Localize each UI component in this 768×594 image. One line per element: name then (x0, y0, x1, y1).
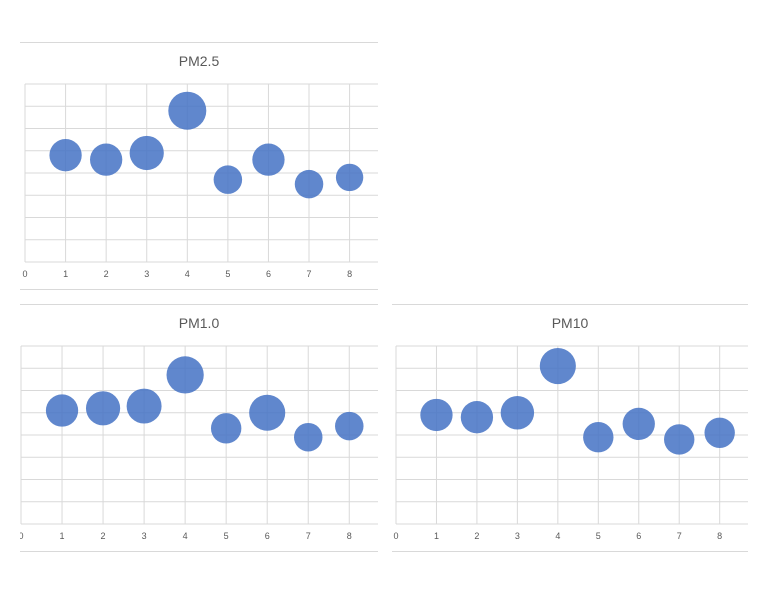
x-tick-label: 8 (347, 531, 352, 541)
x-tick-label: 3 (515, 531, 520, 541)
x-tick-label: 2 (104, 269, 109, 279)
x-tick-label: 3 (142, 531, 147, 541)
x-tick-label: 4 (185, 269, 190, 279)
x-tick-label: 5 (596, 531, 601, 541)
chart-panel-pm10: PM10 0 1 2 3 4 5 6 7 8 (392, 304, 748, 552)
x-tick-label: 7 (677, 531, 682, 541)
x-tick-label: 7 (306, 531, 311, 541)
data-bubble (500, 396, 535, 430)
data-bubble (249, 394, 286, 431)
x-tick-label: 6 (636, 531, 641, 541)
x-tick-label: 0 (393, 531, 398, 541)
x-tick-label: 1 (434, 531, 439, 541)
x-tick-label: 8 (717, 531, 722, 541)
panel-bottom-border (20, 551, 378, 552)
data-bubble (335, 163, 364, 192)
data-bubble (664, 424, 695, 455)
x-tick-label: 4 (555, 531, 560, 541)
panel-top-border (392, 304, 748, 305)
x-tick-label: 2 (101, 531, 106, 541)
chart-panel-pm25: PM2.5 0 1 2 3 4 5 6 7 8 (20, 42, 378, 290)
data-bubble (583, 422, 614, 453)
x-tick-label: 0 (22, 269, 27, 279)
data-bubble (126, 388, 162, 424)
data-bubble (622, 407, 655, 441)
x-tick-label: 5 (225, 269, 230, 279)
x-tick-label: 1 (60, 531, 65, 541)
x-tick-label: 6 (265, 531, 270, 541)
data-bubble (210, 413, 242, 444)
data-bubble (704, 417, 735, 448)
data-bubble (45, 394, 79, 427)
x-tick-label: 7 (307, 269, 312, 279)
chart-title: PM2.5 (178, 53, 220, 69)
chart-panel-pm10-small: PM1.0 0 1 2 3 4 5 6 7 8 (20, 304, 378, 552)
x-tick-label: 3 (144, 269, 149, 279)
data-bubble (49, 139, 82, 172)
data-bubble (89, 143, 123, 176)
panel-top-border (20, 304, 378, 305)
data-bubble (293, 422, 323, 452)
data-bubble (539, 347, 576, 385)
x-tick-label: 0 (20, 531, 24, 541)
data-bubble (213, 165, 243, 194)
scatter-plot-pm25: 0 1 2 3 4 5 6 7 8 (22, 83, 378, 279)
chart-title: PM1.0 (178, 315, 220, 331)
x-tick-label: 1 (63, 269, 68, 279)
data-bubble (166, 356, 204, 394)
data-bubble (420, 398, 453, 432)
panel-bottom-border (392, 551, 748, 552)
data-bubble (168, 91, 207, 130)
scatter-plot-pm1: 0 1 2 3 4 5 6 7 8 (20, 345, 378, 541)
data-bubble (335, 411, 364, 441)
panel-bottom-border (20, 289, 378, 290)
data-bubble (294, 169, 324, 199)
data-bubble (252, 143, 285, 176)
chart-title: PM10 (551, 315, 589, 331)
x-tick-label: 5 (224, 531, 229, 541)
x-tick-label: 8 (347, 269, 352, 279)
data-bubble (129, 135, 164, 171)
data-bubble (460, 401, 494, 434)
data-bubble (85, 391, 121, 426)
x-tick-label: 2 (474, 531, 479, 541)
x-tick-label: 4 (183, 531, 188, 541)
scatter-plot-pm10: 0 1 2 3 4 5 6 7 8 (393, 345, 748, 541)
panel-top-border (20, 42, 378, 43)
x-tick-label: 6 (266, 269, 271, 279)
